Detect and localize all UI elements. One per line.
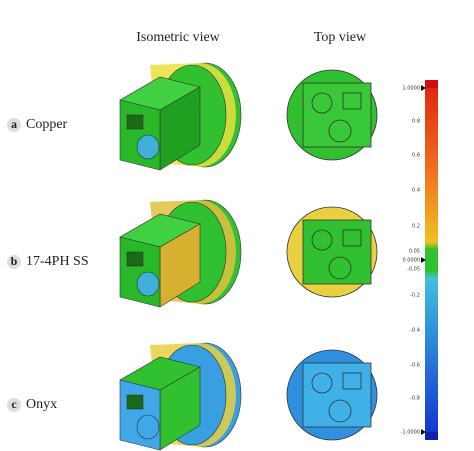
block-front — [119, 99, 161, 171]
top-square — [342, 372, 362, 390]
top-block — [302, 219, 372, 285]
column-header: Top view — [314, 30, 367, 45]
block-front — [119, 379, 161, 451]
colorbar-label: 0.2 — [412, 224, 420, 230]
colorbar-label: 0.8 — [412, 119, 420, 125]
row-label: Onyx — [26, 397, 57, 412]
colorbar-label: 0.05 — [409, 249, 420, 255]
colorbar-label: 0.4 — [412, 188, 420, 194]
top-hole — [311, 372, 333, 394]
colorbar-label: -1.0000 — [401, 430, 420, 436]
colorbar-label: -0.8 — [410, 396, 420, 402]
top-hole — [311, 92, 333, 114]
colorbar-label: 1.0000 — [403, 86, 421, 92]
block-hole — [126, 251, 144, 267]
colorbar-pointer — [421, 257, 426, 263]
badge-circle — [7, 118, 21, 132]
colorbar-cap — [425, 432, 438, 440]
boss — [136, 271, 160, 297]
row-label: Copper — [26, 117, 68, 132]
block-front — [119, 236, 161, 308]
top-block — [302, 362, 372, 428]
colorbar-cap — [425, 80, 438, 88]
top-boss — [328, 256, 352, 280]
colorbar-pointer — [421, 85, 426, 91]
colorbar-label: 0.6 — [412, 153, 420, 159]
block-hole — [126, 114, 144, 130]
block-hole — [126, 394, 144, 410]
colorbar-label: -0.6 — [410, 363, 420, 369]
row-letter: b — [11, 254, 18, 268]
colorbar-pointer — [421, 429, 426, 435]
row-label: 17-4PH SS — [26, 254, 89, 269]
colorbar — [425, 80, 438, 440]
colorbar-label: -0.4 — [410, 328, 420, 334]
badge-circle — [7, 255, 21, 269]
top-hole — [311, 229, 333, 251]
row-letter: a — [11, 117, 17, 131]
top-block — [302, 82, 372, 148]
colorbar-label: 0.0000 — [403, 258, 421, 264]
column-header: Isometric view — [136, 30, 220, 45]
top-square — [342, 92, 362, 110]
badge-circle — [7, 398, 21, 412]
top-boss — [328, 399, 352, 423]
row-letter: c — [11, 397, 17, 411]
boss — [136, 414, 160, 440]
top-boss — [328, 119, 352, 143]
boss — [136, 134, 160, 160]
colorbar-label: -0.05 — [407, 267, 420, 273]
top-square — [342, 229, 362, 247]
colorbar-label: -0.2 — [410, 293, 420, 299]
